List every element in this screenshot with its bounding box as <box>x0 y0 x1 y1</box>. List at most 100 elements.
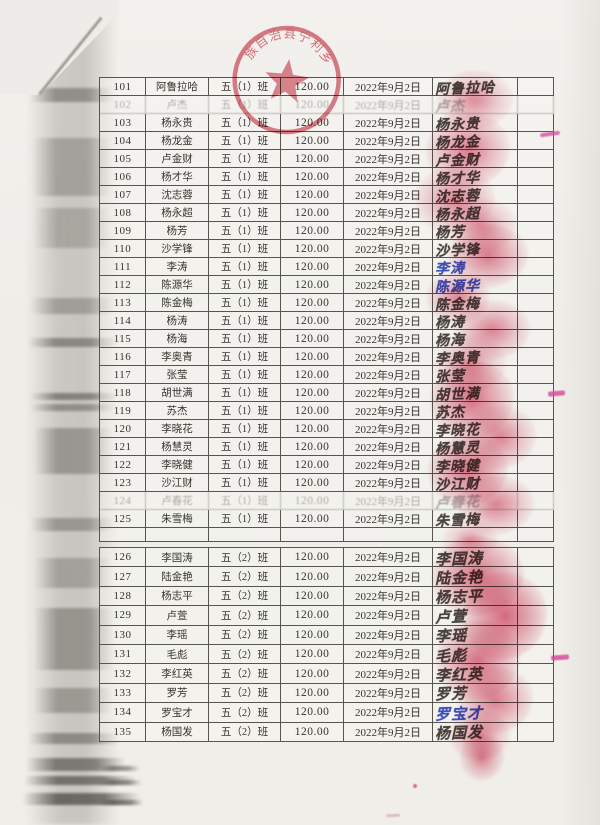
cell-date: 2022年9月2日 <box>344 420 433 438</box>
cell-date: 2022年9月2日 <box>344 78 433 96</box>
cell-name: 杨龙金 <box>146 132 209 150</box>
cell-number: 114 <box>100 312 146 330</box>
cell-remark <box>518 330 554 348</box>
cell-name: 阿鲁拉哈 <box>146 78 209 96</box>
cell-number: 122 <box>100 456 146 474</box>
cell-class: 五（2）班 <box>209 664 281 684</box>
cell-class: 五（1）班 <box>209 240 281 258</box>
cell-remark <box>518 456 554 474</box>
scan-streak <box>30 393 118 400</box>
stray-ink-mark <box>413 784 417 788</box>
cell-date: 2022年9月2日 <box>344 294 433 312</box>
cell-name: 杨芳 <box>146 222 209 240</box>
cell-number: 124 <box>100 492 146 510</box>
cell-date: 2022年9月2日 <box>344 683 433 704</box>
cell-date: 2022年9月2日 <box>344 703 433 723</box>
cell-amount: 120.00 <box>281 150 344 168</box>
scan-artifact-left-band <box>26 0 118 825</box>
cell-amount: 120.00 <box>281 586 344 607</box>
cell-remark <box>518 150 554 168</box>
cell-remark <box>518 402 554 420</box>
cell-amount: 120.00 <box>281 664 344 684</box>
cell-amount: 120.00 <box>281 312 344 330</box>
scan-streak <box>28 338 118 347</box>
cell-date: 2022年9月2日 <box>344 222 433 240</box>
cell-remark <box>518 438 554 456</box>
cell-remark <box>518 168 554 186</box>
cell-remark <box>518 294 554 312</box>
cell-name: 陈源华 <box>146 276 209 294</box>
cell-number: 111 <box>100 258 146 276</box>
cell-class: 五（1）班 <box>209 222 281 240</box>
cell-class: 五（1）班 <box>209 294 281 312</box>
scan-streak <box>30 298 114 314</box>
cell-name: 杨慧灵 <box>146 438 209 456</box>
cell-amount: 120.00 <box>281 204 344 222</box>
cell-date: 2022年9月2日 <box>344 384 433 402</box>
cell-amount: 120.00 <box>281 348 344 366</box>
cell-class: 五（2）班 <box>209 548 281 568</box>
cell-number: 115 <box>100 330 146 348</box>
cell-name: 杨海 <box>146 330 209 348</box>
cell-class <box>209 528 281 542</box>
cell-number: 127 <box>100 567 146 587</box>
cell-amount: 120.00 <box>281 366 344 384</box>
cell-number: 107 <box>100 186 146 204</box>
cell-name: 杨国发 <box>146 722 209 742</box>
cell-name: 李奥青 <box>146 348 209 366</box>
cell-amount: 120.00 <box>281 168 344 186</box>
cell-name: 苏杰 <box>146 402 209 420</box>
scan-streak <box>24 776 136 785</box>
cell-number <box>100 528 146 542</box>
cell-class: 五（2）班 <box>209 722 281 742</box>
cell-amount: 120.00 <box>281 258 344 276</box>
cell-remark <box>518 258 554 276</box>
cell-number: 133 <box>100 683 146 704</box>
cell-date: 2022年9月2日 <box>344 150 433 168</box>
cell-amount: 120.00 <box>281 683 344 704</box>
cell-amount: 120.00 <box>281 330 344 348</box>
thumbprint-blob <box>460 733 504 781</box>
cell-class: 五（1）班 <box>209 186 281 204</box>
cell-number: 110 <box>100 240 146 258</box>
cell-class: 五（1）班 <box>209 420 281 438</box>
cell-date: 2022年9月2日 <box>344 402 433 420</box>
cell-amount: 120.00 <box>281 96 344 114</box>
cell-number: 135 <box>100 722 146 742</box>
cell-number: 130 <box>100 625 146 645</box>
cell-class: 五（1）班 <box>209 402 281 420</box>
cell-class: 五（2）班 <box>209 586 281 607</box>
cell-number: 128 <box>100 586 146 607</box>
cell-class: 五（1）班 <box>209 114 281 132</box>
cell-number: 102 <box>100 96 146 114</box>
cell-date: 2022年9月2日 <box>344 567 433 587</box>
cell-number: 132 <box>100 664 146 684</box>
cell-date: 2022年9月2日 <box>344 366 433 384</box>
cell-number: 117 <box>100 366 146 384</box>
cell-date: 2022年9月2日 <box>344 474 433 492</box>
cell-remark <box>518 348 554 366</box>
cell-remark <box>518 240 554 258</box>
cell-date: 2022年9月2日 <box>344 348 433 366</box>
cell-date: 2022年9月2日 <box>344 438 433 456</box>
cell-class: 五（1）班 <box>209 168 281 186</box>
cell-class: 五（1）班 <box>209 132 281 150</box>
cell-amount: 120.00 <box>281 644 344 665</box>
cell-name: 张莹 <box>146 366 209 384</box>
cell-date: 2022年9月2日 <box>344 644 433 665</box>
cell-class: 五（2）班 <box>209 703 281 723</box>
cell-name: 李瑶 <box>146 625 209 645</box>
cell-amount: 120.00 <box>281 402 344 420</box>
cell-amount: 120.00 <box>281 240 344 258</box>
cell-number: 119 <box>100 402 146 420</box>
cell-number: 103 <box>100 114 146 132</box>
cell-amount: 120.00 <box>281 186 344 204</box>
